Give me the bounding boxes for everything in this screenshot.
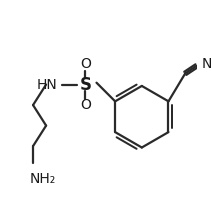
Text: NH₂: NH₂	[29, 172, 55, 186]
Text: O: O	[80, 57, 91, 71]
Text: N: N	[202, 57, 211, 71]
Text: O: O	[80, 98, 91, 112]
Text: HN: HN	[37, 78, 57, 91]
Text: S: S	[79, 76, 91, 93]
